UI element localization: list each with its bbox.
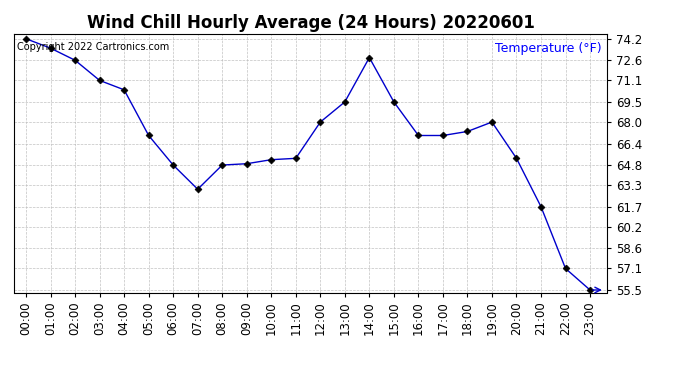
Text: Copyright 2022 Cartronics.com: Copyright 2022 Cartronics.com — [17, 42, 169, 51]
Title: Wind Chill Hourly Average (24 Hours) 20220601: Wind Chill Hourly Average (24 Hours) 202… — [86, 14, 535, 32]
Text: Temperature (°F): Temperature (°F) — [495, 42, 601, 54]
